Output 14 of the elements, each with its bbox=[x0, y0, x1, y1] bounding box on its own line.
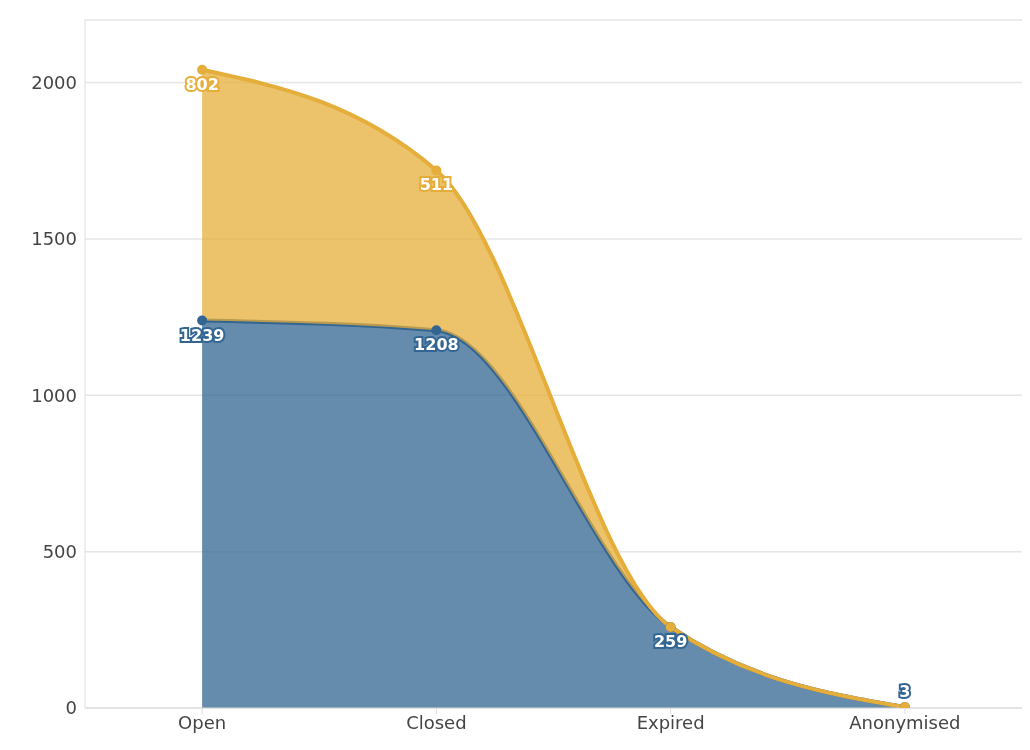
x-tick-label: Expired bbox=[636, 711, 705, 733]
data-label: 1208 bbox=[414, 335, 459, 355]
y-tick-label: 500 bbox=[42, 541, 77, 563]
x-tick-label: Open bbox=[178, 711, 227, 733]
y-tick-label: 1500 bbox=[31, 228, 77, 250]
data-label: 802 bbox=[185, 74, 219, 94]
y-tick-label: 1000 bbox=[31, 384, 77, 406]
y-tick-label: 0 bbox=[65, 697, 77, 719]
x-tick-label: Closed bbox=[406, 711, 467, 733]
data-label: 3 bbox=[899, 682, 911, 702]
y-tick-label: 2000 bbox=[31, 71, 77, 93]
data-label: 259 bbox=[653, 632, 688, 651]
x-tick-label: Anonymised bbox=[849, 711, 961, 733]
data-label: 511 bbox=[419, 175, 454, 195]
